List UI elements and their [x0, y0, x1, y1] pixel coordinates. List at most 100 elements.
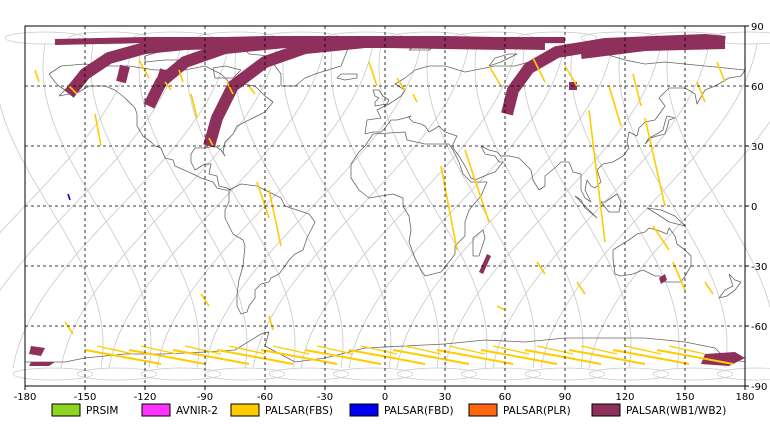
- coastline: [600, 193, 622, 213]
- swath: [696, 81, 706, 103]
- orbit-track: [588, 367, 670, 381]
- swath: [34, 69, 40, 83]
- y-axis-ticks: 90 60 30 0 -30 -60 -90: [745, 22, 767, 393]
- coastline: [212, 65, 242, 79]
- swath: [68, 85, 78, 95]
- y-tick-label: 0: [751, 202, 757, 213]
- swath: [656, 349, 734, 365]
- swath: [392, 349, 470, 365]
- x-tick-label: 120: [615, 392, 634, 403]
- swath: [29, 362, 55, 366]
- swath: [659, 274, 667, 284]
- swath: [172, 349, 250, 365]
- coastline: [336, 73, 358, 81]
- swath: [396, 77, 406, 91]
- orbit-track: [140, 367, 222, 381]
- x-tick-label: -30: [317, 392, 333, 403]
- swath: [64, 321, 74, 335]
- swath: [644, 117, 666, 207]
- y-tick-label: -30: [751, 262, 767, 273]
- swath: [128, 349, 206, 365]
- swath: [436, 349, 514, 365]
- orbit-track: [716, 367, 770, 381]
- orbit-track: [332, 367, 414, 381]
- swath: [268, 189, 282, 247]
- swath: [164, 81, 172, 91]
- x-tick-label: -150: [74, 392, 97, 403]
- coastline: [224, 183, 316, 315]
- swath: [260, 349, 338, 365]
- x-tick-label: -60: [257, 392, 273, 403]
- coastline: [472, 229, 486, 257]
- swath: [652, 225, 670, 251]
- legend-swatch: [141, 403, 171, 417]
- swath: [668, 345, 706, 355]
- y-tick-label: 60: [751, 82, 764, 93]
- swath: [138, 59, 150, 79]
- legend-swatch: [349, 403, 379, 417]
- swath: [716, 61, 726, 83]
- swath: [624, 345, 662, 355]
- swath: [304, 349, 382, 365]
- swath: [464, 149, 490, 223]
- swath: [248, 85, 256, 95]
- swath: [564, 65, 578, 87]
- swath: [568, 349, 646, 365]
- x-tick-label: 150: [675, 392, 694, 403]
- y-tick-label: 30: [751, 142, 764, 153]
- swath: [200, 293, 210, 307]
- swath: [360, 345, 398, 355]
- coastline: [372, 89, 390, 107]
- coastline: [718, 273, 742, 299]
- coastline: [612, 227, 692, 283]
- swath: [368, 61, 378, 87]
- y-tick-label: 90: [751, 22, 764, 33]
- orbit-track: [268, 367, 350, 381]
- orbit-track: [396, 367, 478, 381]
- swath: [536, 345, 574, 355]
- legend: PRSIM AVNIR-2 PALSAR(FBS) PALSAR(FBD) PALSAR…: [51, 403, 726, 417]
- swath: [178, 69, 184, 83]
- orbit-track: [652, 367, 734, 381]
- orbit-track: [12, 367, 94, 381]
- x-tick-label: 60: [499, 392, 512, 403]
- swath: [156, 68, 170, 84]
- swath: [492, 345, 530, 355]
- x-axis-ticks: -180 -150 -120 -90 -60 -30 0 30 60 90 120 150 180: [14, 386, 755, 403]
- legend-label: PALSAR(FBS): [265, 405, 333, 417]
- swath: [608, 85, 622, 127]
- swath: [536, 261, 546, 275]
- legend-label: PALSAR(PLR): [503, 405, 571, 417]
- legend-label: PALSAR(WB1/WB2): [626, 405, 726, 417]
- y-tick-label: -60: [751, 322, 767, 333]
- swath: [348, 349, 426, 365]
- swath: [479, 254, 491, 274]
- observation-swaths: [29, 34, 745, 366]
- x-tick-label: 30: [439, 392, 452, 403]
- swath: [29, 346, 45, 356]
- swath: [496, 305, 506, 311]
- x-tick-label: -90: [197, 392, 213, 403]
- coastline: [488, 53, 518, 67]
- legend-swatch: [591, 403, 621, 417]
- swath: [67, 193, 71, 201]
- x-tick-label: 90: [559, 392, 572, 403]
- swath: [96, 345, 134, 355]
- swath: [216, 349, 294, 365]
- swath: [580, 39, 726, 59]
- swath: [580, 345, 618, 355]
- swath: [226, 81, 234, 95]
- x-tick-label: -120: [134, 392, 157, 403]
- swath: [140, 345, 178, 355]
- swath: [184, 345, 222, 355]
- legend-swatch: [468, 403, 498, 417]
- swath: [256, 181, 270, 219]
- swath: [316, 345, 354, 355]
- swath: [672, 261, 686, 291]
- swath: [116, 64, 130, 84]
- swath: [632, 73, 642, 107]
- orbit-track: [76, 367, 158, 381]
- swath: [412, 93, 418, 103]
- x-tick-label: -180: [14, 392, 37, 403]
